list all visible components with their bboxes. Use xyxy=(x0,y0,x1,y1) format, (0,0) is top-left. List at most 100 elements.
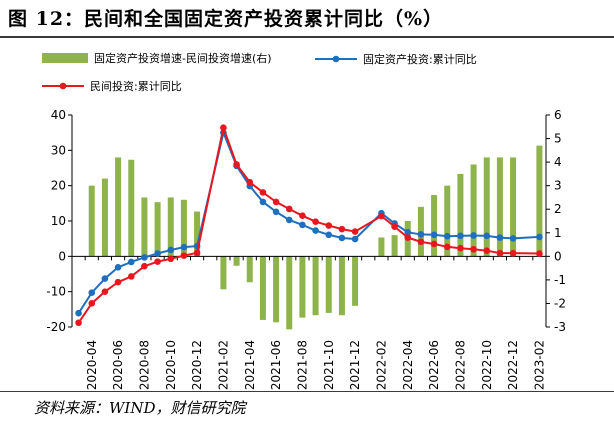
x-tick-label: 2021-10 xyxy=(322,340,336,390)
x-tick-label: 2021-02 xyxy=(216,340,230,390)
right-tick-label: 0 xyxy=(554,249,562,263)
bar-diff xyxy=(141,197,148,257)
fai-growth-point xyxy=(496,234,504,241)
fai-growth-point xyxy=(259,198,267,206)
bar-diff xyxy=(338,256,345,316)
right-tick-label: 4 xyxy=(554,155,562,169)
private-investment-growth-point xyxy=(114,278,122,286)
private-investment-growth-point xyxy=(312,218,319,226)
bar-diff xyxy=(286,256,293,330)
private-investment-growth-point xyxy=(88,300,96,307)
private-investment-growth-point xyxy=(180,252,188,259)
fai-growth-point xyxy=(470,232,477,239)
right-tick-label: 2 xyxy=(554,202,562,216)
fai-growth-point xyxy=(338,234,346,242)
bar-diff xyxy=(431,195,438,257)
fai-growth-point xyxy=(167,246,175,254)
fai-growth-point xyxy=(351,235,359,243)
private-investment-growth-point xyxy=(154,258,161,265)
legend-marker-private xyxy=(59,82,67,90)
bar-diff xyxy=(496,157,503,257)
x-tick-label: 2020-10 xyxy=(164,340,178,390)
legend-label-fai: 固定资产投资:累计同比 xyxy=(363,52,477,66)
private-investment-growth-point xyxy=(141,262,148,270)
bar-diff xyxy=(194,211,201,257)
bar-diff xyxy=(88,185,95,257)
private-investment-growth-line xyxy=(77,124,540,324)
bar-diff xyxy=(220,256,227,290)
private-investment-growth-point xyxy=(127,273,135,280)
private-investment-growth-point xyxy=(193,249,201,257)
bar-diff xyxy=(167,197,174,257)
bar-diff xyxy=(233,256,240,266)
fai-growth-point xyxy=(101,275,109,282)
bar-diff xyxy=(444,185,451,257)
legend-marker-fai xyxy=(332,55,340,63)
private-investment-growth-point xyxy=(509,249,517,257)
fai-growth-point xyxy=(312,227,319,234)
private-investment-growth-point xyxy=(496,249,504,257)
private-investment-growth-point xyxy=(443,243,451,251)
fai-growth-point xyxy=(430,231,438,239)
legend-label-private: 民间投资:累计同比 xyxy=(90,79,182,93)
bar-diff xyxy=(391,235,398,257)
private-investment-growth-point xyxy=(536,250,543,257)
private-investment-growth-point xyxy=(285,205,293,213)
fai-growth-point xyxy=(75,309,82,317)
left-tick-label: -10 xyxy=(46,285,66,299)
private-investment-growth-point xyxy=(483,247,491,254)
fai-growth-point xyxy=(404,229,412,236)
fai-growth-point xyxy=(180,243,188,251)
private-investment-growth-point xyxy=(417,238,425,246)
x-tick-label: 2022-04 xyxy=(401,340,415,390)
left-tick-label: 10 xyxy=(51,214,66,228)
x-tick-label: 2023-02 xyxy=(532,340,546,390)
right-tick-label: -3 xyxy=(554,320,566,334)
x-tick-label: 2020-04 xyxy=(85,340,99,390)
bar-diff xyxy=(299,256,306,318)
private-investment-growth-point xyxy=(338,225,346,233)
private-investment-growth-point xyxy=(246,178,254,186)
fai-growth-point xyxy=(536,233,543,241)
private-investment-growth-point xyxy=(404,234,412,241)
left-tick-label: 0 xyxy=(58,249,66,263)
x-tick-label: 2020-12 xyxy=(190,340,204,390)
legend-swatch-bar xyxy=(42,53,88,63)
fai-growth-point xyxy=(141,254,148,261)
x-tick-label: 2021-08 xyxy=(295,340,309,390)
private-investment-growth-point xyxy=(457,244,464,252)
fai-growth-point xyxy=(483,232,491,240)
x-tick-label: 2020-08 xyxy=(137,340,151,390)
bar-diff xyxy=(325,256,332,313)
bar-diff xyxy=(246,256,253,283)
bar-diff xyxy=(273,256,280,323)
fai-growth-point xyxy=(285,216,293,224)
private-investment-growth-point xyxy=(391,223,398,230)
x-tick-label: 2021-04 xyxy=(243,340,257,390)
fai-growth-line xyxy=(77,129,540,314)
bar-diff xyxy=(352,256,359,306)
x-tick-label: 2021-06 xyxy=(269,340,283,390)
fai-growth-point xyxy=(114,263,122,271)
right-tick-label: -1 xyxy=(554,273,566,287)
fai-growth-point xyxy=(272,208,280,216)
bar-diff xyxy=(180,199,187,257)
fai-growth-point xyxy=(457,232,464,240)
bar-diff xyxy=(259,256,266,320)
fai-growth-point xyxy=(417,231,425,238)
x-tick-label: 2022-12 xyxy=(506,340,520,390)
x-tick-label: 2022-08 xyxy=(453,340,467,390)
bar-diff xyxy=(510,157,517,257)
private-investment-growth-point xyxy=(167,255,175,263)
private-investment-growth-point xyxy=(220,124,227,132)
fai-growth-point xyxy=(299,221,306,229)
bar-diff xyxy=(483,157,490,257)
bar-diff xyxy=(457,173,464,257)
fai-growth-point xyxy=(88,289,96,297)
x-tick-label: 2022-02 xyxy=(374,340,388,390)
fai-growth-point xyxy=(509,235,517,242)
x-tick-label: 2022-10 xyxy=(480,340,494,390)
bar-diff xyxy=(128,159,135,257)
source-divider xyxy=(0,391,614,392)
right-tick-label: 3 xyxy=(554,179,562,193)
